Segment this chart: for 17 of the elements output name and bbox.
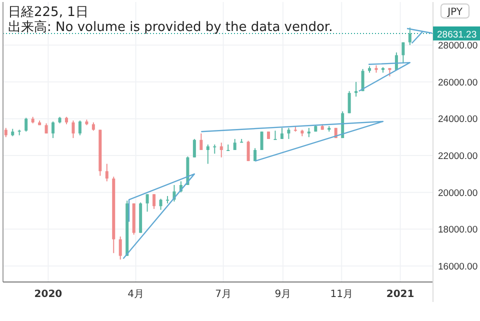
y-tick-label: 22000.00 [438,151,478,162]
ref-line-label: 28631.23 [437,29,477,40]
y-tick-label: 28000.00 [438,40,478,52]
x-tick-label: 2021 [386,289,414,300]
chart-title: 日経225, 1日 [8,5,88,20]
x-tick-label: 9月 [274,289,292,300]
x-tick-label: 2020 [34,289,62,300]
y-tick-label: 16000.00 [438,261,478,272]
y-tick-label: 24000.00 [438,114,478,126]
text: 出来高: No volume is provided by the data vendor. [8,19,333,35]
y-tick-label: 26000.00 [438,77,478,88]
x-tick-label: 4月 [128,289,144,300]
x-tick-label: 11月 [330,289,353,300]
x-tick-label: 7月 [215,289,232,300]
y-tick-label: 18000.00 [438,224,478,236]
text: JPY [446,7,464,18]
y-tick-label: 20000.00 [438,188,478,199]
